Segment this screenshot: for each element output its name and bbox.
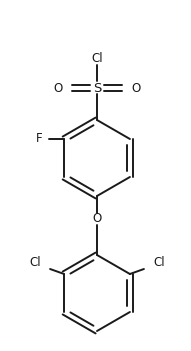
Text: Cl: Cl [91, 52, 103, 65]
Text: O: O [92, 212, 102, 225]
Text: F: F [36, 132, 42, 146]
Text: O: O [53, 81, 63, 94]
Text: S: S [93, 81, 101, 94]
Text: O: O [131, 81, 141, 94]
Text: Cl: Cl [29, 256, 41, 269]
Text: Cl: Cl [153, 256, 165, 269]
